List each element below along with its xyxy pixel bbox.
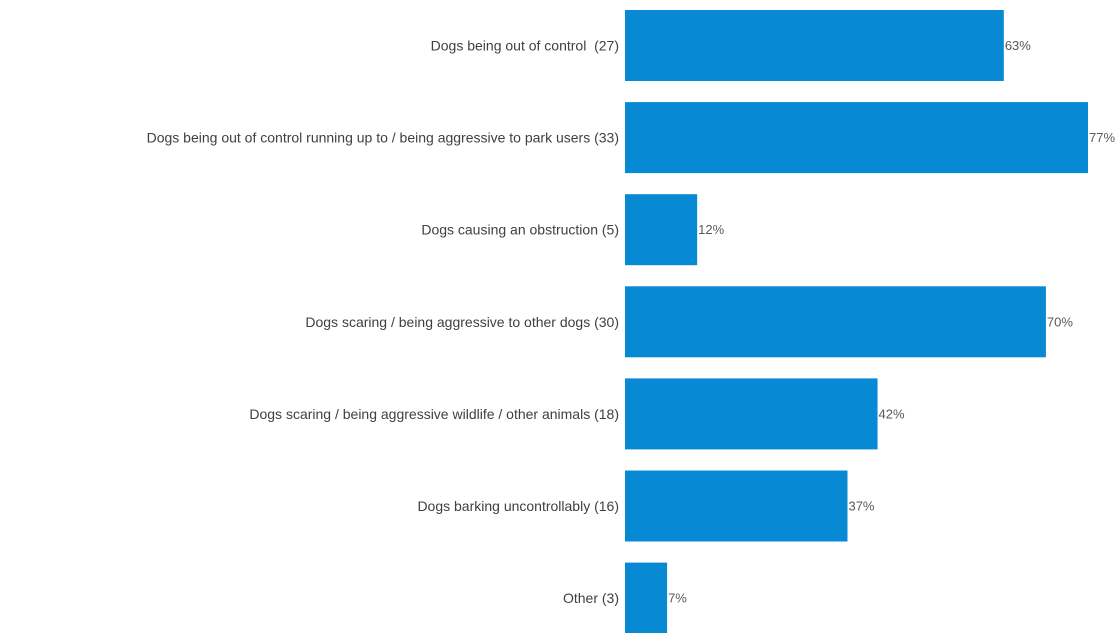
category-label: Dogs being out of control running up to … [147, 130, 619, 146]
value-label: 77% [1089, 130, 1115, 145]
bars [625, 10, 1088, 633]
category-label: Dogs scaring / being aggressive wildlife… [249, 406, 619, 422]
bar [625, 102, 1088, 174]
category-label: Dogs barking uncontrollably (16) [417, 498, 619, 514]
bar [625, 286, 1046, 358]
value-label: 37% [848, 499, 874, 514]
value-label: 42% [879, 406, 905, 421]
value-labels: 63% 77% 12% 70% 42% 37% 7% [668, 38, 1115, 606]
value-label: 12% [698, 222, 724, 237]
category-labels: Dogs being out of control (27) Dogs being… [147, 38, 619, 607]
category-label: Dogs causing an obstruction (5) [421, 222, 619, 238]
category-label: Dogs being out of control (27) [431, 38, 619, 54]
value-label: 7% [668, 591, 687, 606]
value-label: 63% [1005, 38, 1031, 53]
bar [625, 194, 698, 266]
bar [625, 10, 1004, 81]
value-label: 70% [1047, 314, 1073, 329]
bar [625, 470, 848, 542]
category-label: Dogs scaring / being aggressive to other… [305, 314, 619, 330]
bar [625, 378, 878, 450]
category-label: Other (3) [563, 590, 619, 606]
bar [625, 562, 668, 633]
